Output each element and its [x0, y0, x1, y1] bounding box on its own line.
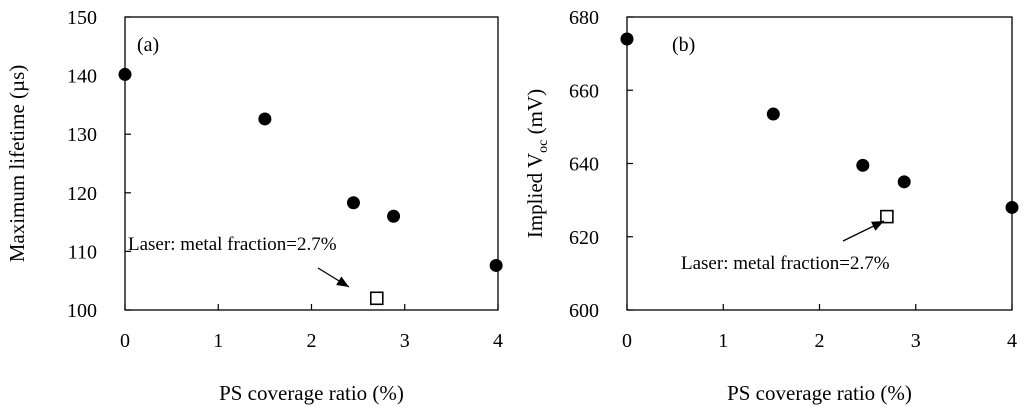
y-tick-label: 100: [67, 300, 97, 322]
panel-label: (b): [672, 34, 695, 56]
data-point: [489, 258, 503, 272]
annotation-text: Laser: metal fraction=2.7%: [128, 234, 337, 255]
y-axis-label: Implied Voc (mV): [523, 89, 551, 238]
y-tick-label: 120: [67, 183, 97, 205]
y-tick-label: 660: [569, 80, 599, 102]
y-axis-label-subscript: oc: [536, 140, 551, 153]
x-tick-label: 0: [622, 330, 632, 352]
annotation-arrow-head: [871, 221, 884, 231]
x-tick-label: 1: [718, 330, 728, 352]
y-axis-label-unit: (mV): [523, 89, 547, 140]
chart-b: 0 1 2 3 4 600 620 640 660 680 PS coverage ratio (%…: [523, 7, 1019, 405]
y-tick-label: 140: [67, 66, 97, 88]
x-tick-label: 0: [120, 330, 130, 352]
x-tick-label: 1: [213, 330, 223, 352]
y-tick-label: 620: [569, 227, 599, 249]
data-point: [258, 112, 272, 126]
chart-a: 0 1 2 3 4 100 110 120 130 140 150 PS coverage ratio…: [5, 7, 503, 405]
data-point: [766, 107, 780, 121]
annotation-text: Laser: metal fraction=2.7%: [681, 253, 890, 274]
y-tick-label: 640: [569, 154, 599, 176]
y-tick-label: 600: [569, 300, 599, 322]
x-tick-label: 3: [400, 330, 410, 352]
data-point: [1005, 200, 1019, 214]
panel-label: (a): [137, 34, 159, 56]
x-tick-label: 2: [307, 330, 317, 352]
y-tick-label: 130: [67, 124, 97, 146]
x-tick-label: 4: [493, 330, 503, 352]
y-tick-label: 110: [68, 241, 97, 263]
x-tick-label: 2: [815, 330, 825, 352]
data-point: [118, 67, 132, 81]
data-point: [387, 209, 401, 223]
y-axis-label: Maximum lifetime (µs): [5, 65, 29, 263]
y-axis-label-main: Implied V: [523, 153, 547, 238]
data-point: [346, 196, 360, 210]
annotation-arrow-head: [336, 276, 349, 287]
x-axis-label: PS coverage ratio (%): [727, 381, 912, 405]
data-point-laser: [880, 209, 894, 224]
x-tick-label: 3: [911, 330, 921, 352]
data-point: [856, 158, 870, 172]
data-point: [897, 175, 911, 189]
plot-frame: [124, 16, 499, 311]
data-point: [620, 32, 634, 46]
y-tick-label: 150: [67, 7, 97, 29]
data-point-laser: [369, 291, 384, 306]
y-tick-label: 680: [569, 7, 599, 29]
x-axis-label: PS coverage ratio (%): [219, 381, 404, 405]
x-tick-label: 4: [1007, 330, 1017, 352]
